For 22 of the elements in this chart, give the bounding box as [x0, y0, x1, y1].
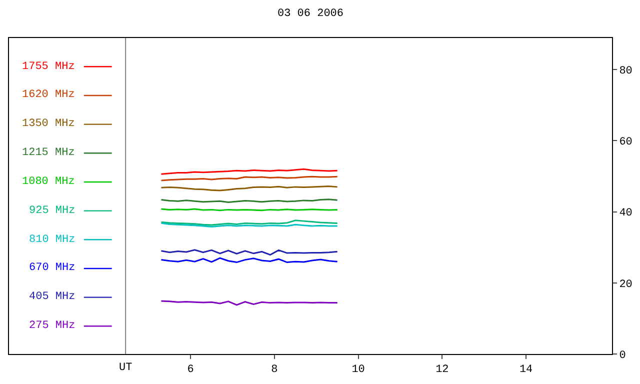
ref-line-label: UT — [119, 362, 133, 374]
legend-label: 1215 MHz — [22, 147, 75, 159]
legend-label: 670 MHz — [29, 262, 76, 274]
y-tick-label: 60 — [619, 136, 632, 149]
x-tick-label: 10 — [352, 364, 365, 376]
y-tick-label: 0 — [619, 350, 626, 362]
legend-label: 275 MHz — [29, 320, 76, 332]
legend-label: 810 MHz — [29, 234, 76, 246]
chart-title: 03 06 2006 — [277, 8, 344, 20]
x-tick-label: 6 — [187, 364, 194, 376]
legend-label: 925 MHz — [29, 205, 76, 217]
x-tick-label: 12 — [436, 364, 449, 376]
legend-label: 1350 MHz — [22, 118, 75, 130]
legend-label: 1620 MHz — [22, 89, 75, 101]
x-tick-label: 8 — [271, 364, 278, 376]
x-tick-label: 14 — [519, 364, 534, 376]
legend-label: 405 MHz — [29, 291, 76, 303]
y-tick-label: 80 — [619, 65, 632, 78]
legend-label: 1755 MHz — [22, 61, 75, 73]
y-tick-label: 40 — [619, 208, 632, 220]
y-tick-label: 20 — [619, 278, 632, 291]
legend-label: 1080 MHz — [22, 176, 75, 188]
